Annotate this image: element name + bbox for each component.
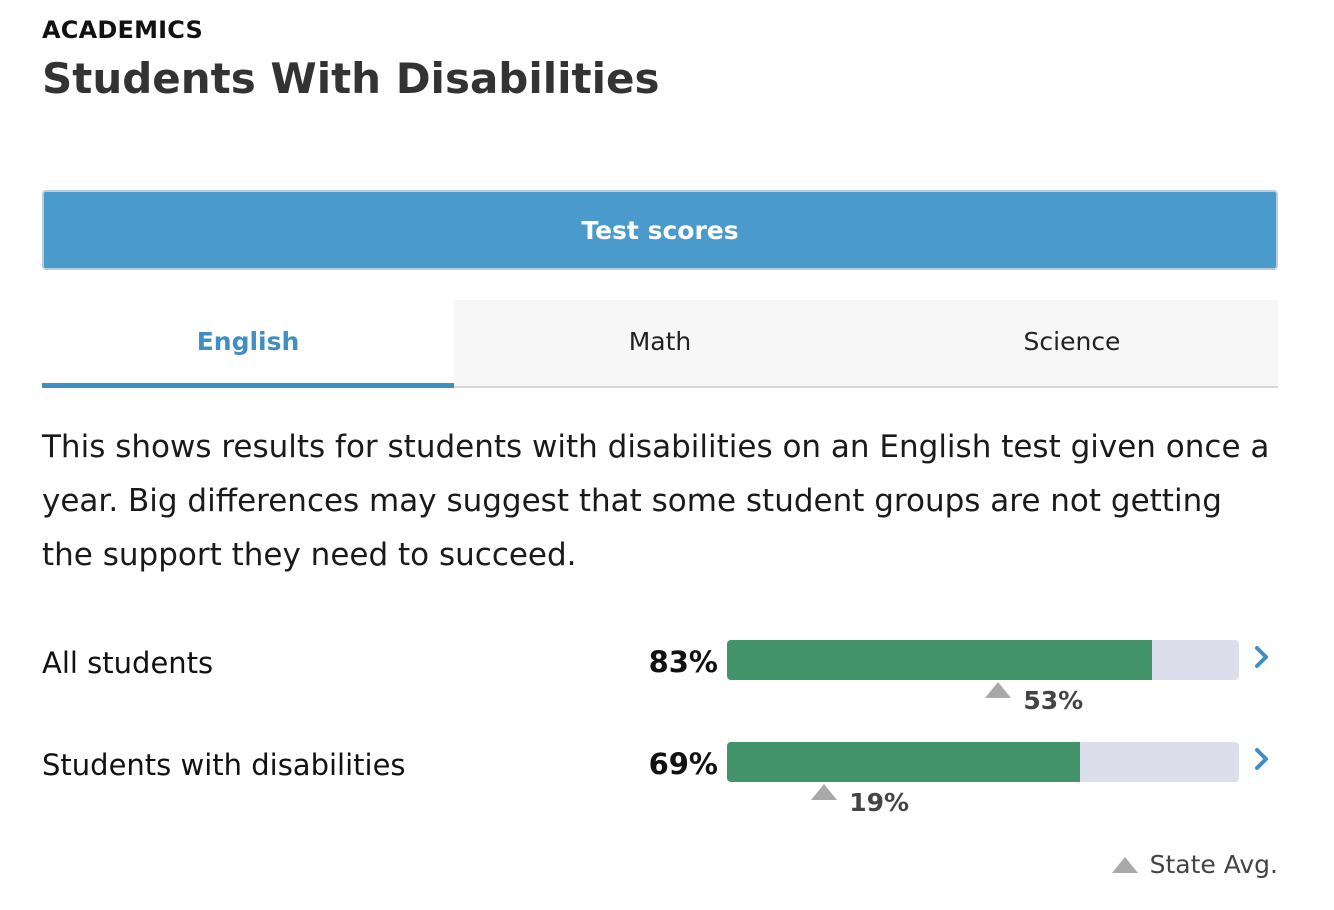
score-row-students-with-disabilities: Students with disabilities 69% 19% xyxy=(42,742,1278,817)
legend-label: State Avg. xyxy=(1149,850,1278,879)
test-scores-label: Test scores xyxy=(581,215,739,245)
score-bar-track xyxy=(727,742,1239,782)
description-text: This shows results for students with dis… xyxy=(42,429,1270,573)
state-average-value: 19% xyxy=(849,788,910,817)
state-average-legend: State Avg. xyxy=(1111,850,1278,879)
chevron-right-icon[interactable] xyxy=(1250,744,1274,774)
tab-english[interactable]: English xyxy=(42,300,454,388)
triangle-up-icon xyxy=(811,784,838,800)
row-percent: 69% xyxy=(648,747,718,781)
subject-tabs: English Math Science xyxy=(42,300,1278,388)
state-average-value: 53% xyxy=(1023,686,1084,715)
score-row-all-students: All students 83% 53% xyxy=(42,640,1278,715)
page-title: Students With Disabilities xyxy=(42,54,660,103)
chevron-right-icon[interactable] xyxy=(1250,642,1274,672)
state-average-marker: 53% xyxy=(985,682,1083,715)
tab-math-label: Math xyxy=(628,326,692,356)
triangle-up-icon xyxy=(1111,856,1138,873)
tab-science-label: Science xyxy=(1023,326,1121,356)
score-bar-fill xyxy=(727,640,1152,680)
tab-english-label: English xyxy=(196,326,300,356)
row-percent: 83% xyxy=(648,645,718,679)
tab-math[interactable]: Math xyxy=(454,300,866,386)
state-average-marker: 19% xyxy=(811,784,909,817)
score-bar-track xyxy=(727,640,1239,680)
score-bar-fill xyxy=(727,742,1081,782)
row-label: Students with disabilities xyxy=(42,748,406,782)
row-label: All students xyxy=(42,646,214,680)
triangle-up-icon xyxy=(985,682,1012,698)
section-eyebrow: ACADEMICS xyxy=(42,16,204,44)
test-scores-button[interactable]: Test scores xyxy=(42,190,1278,270)
tab-science[interactable]: Science xyxy=(866,300,1278,386)
